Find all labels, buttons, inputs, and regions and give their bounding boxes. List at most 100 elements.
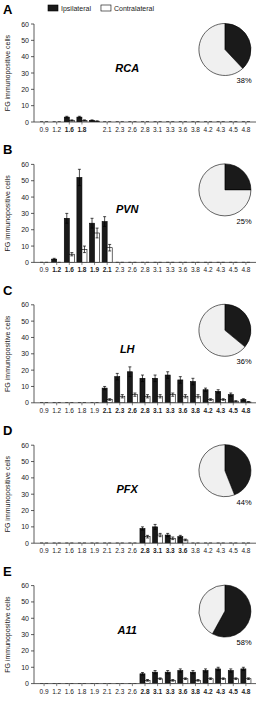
y-tick-label: 40: [21, 194, 29, 201]
error-cap: [179, 535, 182, 536]
bar: [246, 679, 251, 684]
bar: [178, 537, 183, 544]
y-tick: [31, 105, 34, 106]
error-line: [197, 680, 198, 682]
x-tick: [170, 684, 171, 687]
error-line: [248, 678, 249, 680]
x-tick-label: 4.8: [241, 266, 250, 273]
y-tick: [31, 618, 34, 619]
y-tick-label: 10: [21, 102, 29, 109]
error-cap: [234, 679, 237, 680]
y-tick: [31, 122, 34, 123]
x-tick-label: 2.6: [128, 547, 137, 554]
pie-label: 36%: [237, 357, 252, 366]
error-line: [147, 395, 148, 398]
x-tick: [132, 403, 133, 406]
x-tick: [245, 403, 246, 406]
error-cap: [184, 679, 187, 680]
x-tick: [69, 403, 70, 406]
y-tick: [31, 321, 34, 322]
error-bar: [83, 119, 86, 121]
error-cap: [159, 677, 162, 678]
x-tick: [119, 122, 120, 125]
x-tick: [220, 543, 221, 546]
x-tick: [94, 262, 95, 265]
error-bar: [171, 393, 174, 396]
x-tick-label: 1.2: [52, 266, 61, 273]
error-bar: [133, 393, 136, 396]
error-cap: [166, 673, 169, 674]
error-line: [223, 678, 224, 680]
error-bar: [159, 533, 162, 536]
error-line: [66, 213, 67, 223]
error-line: [79, 169, 80, 185]
y-tick-label: 60: [21, 442, 29, 449]
error-bar: [108, 399, 111, 401]
x-tick-label: 2.8: [140, 407, 149, 414]
error-bar: [166, 372, 169, 379]
error-cap: [121, 394, 124, 395]
x-tick-label: 1.8: [77, 688, 86, 695]
error-cap: [141, 375, 144, 376]
y-tick-label: 50: [21, 37, 29, 44]
y-tick: [31, 89, 34, 90]
bar: [140, 529, 145, 544]
bar: [102, 388, 107, 403]
y-axis-line: [34, 445, 35, 543]
error-line: [92, 218, 93, 228]
error-cap: [166, 378, 169, 379]
error-cap: [141, 675, 144, 676]
pie-label: 44%: [237, 498, 252, 507]
error-cap: [204, 668, 207, 669]
x-tick-label: 4.5: [229, 688, 238, 695]
error-cap: [184, 394, 187, 395]
error-bar: [234, 400, 237, 402]
y-tick: [31, 634, 34, 635]
y-tick: [31, 337, 34, 338]
error-bar: [196, 395, 199, 398]
error-cap: [128, 376, 131, 377]
x-tick-label: 2.1: [103, 407, 112, 414]
x-tick: [56, 684, 57, 687]
error-bar: [184, 539, 187, 541]
plot-marks: [40, 524, 250, 543]
x-tick: [81, 122, 82, 125]
error-bar: [141, 375, 144, 382]
error-cap: [96, 120, 99, 121]
x-tick-label: 2.6: [128, 407, 137, 414]
error-line: [180, 669, 181, 672]
bar: [183, 540, 188, 543]
bar: [241, 669, 246, 684]
y-tick: [31, 543, 34, 544]
bar: [52, 259, 57, 262]
error-cap: [204, 391, 207, 392]
y-axis-label: FG immunopositive cells: [4, 596, 12, 673]
x-tick-label: 3.3: [166, 266, 175, 273]
x-tick-label: 3.6: [178, 407, 187, 414]
x-tick-label: 1.6: [65, 266, 74, 273]
error-cap: [209, 679, 212, 680]
pie-slice: [199, 164, 251, 216]
x-tick-label: 3.3: [166, 126, 175, 133]
y-tick-label: 20: [21, 86, 29, 93]
x-tick-label: 1.8: [77, 126, 86, 133]
x-tick-label: 3.8: [191, 266, 200, 273]
error-cap: [154, 375, 157, 376]
error-line: [230, 669, 231, 672]
pie: 25%: [199, 164, 252, 226]
error-bar: [217, 667, 220, 670]
x-tick-label: 3.3: [166, 688, 175, 695]
error-line: [185, 678, 186, 680]
x-tick: [132, 684, 133, 687]
x-tick: [44, 122, 45, 125]
error-line: [167, 372, 168, 379]
bar: [77, 177, 82, 262]
error-cap: [159, 394, 162, 395]
panel: 0102030405060FG immunopositive cells0.91…: [3, 2, 256, 133]
error-bar: [96, 228, 99, 238]
x-tick-label: 4.5: [229, 266, 238, 273]
y-tick-label: 30: [21, 70, 29, 77]
y-tick: [31, 180, 34, 181]
y-axis-line: [34, 305, 35, 403]
x-tick-label: 3.1: [153, 266, 162, 273]
